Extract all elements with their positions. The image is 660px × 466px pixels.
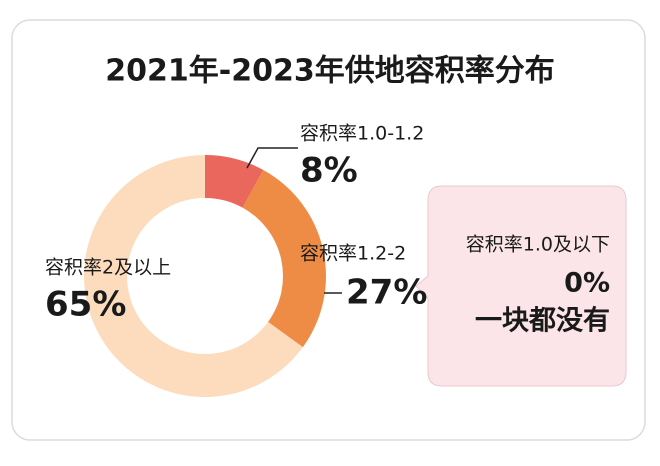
slice-label: 容积率1.0-1.2	[300, 123, 424, 145]
slice-value-label: 65%	[45, 285, 126, 325]
pie-slice	[83, 155, 303, 397]
leader-line	[246, 147, 298, 169]
callout-note: 一块都没有	[475, 306, 610, 337]
slice-label: 容积率1.2-2	[300, 243, 406, 265]
chart-title: 2021年-2023年供地容积率分布	[105, 54, 554, 89]
slice-label: 容积率2及以上	[45, 257, 171, 279]
slice-value-label: 8%	[300, 151, 358, 191]
callout-value: 0%	[564, 268, 610, 299]
pie-slice	[205, 155, 264, 208]
slice-value-label: 27%	[346, 273, 427, 313]
callout-box	[415, 185, 627, 387]
pie-slice	[242, 169, 326, 348]
callout-category: 容积率1.0及以下	[466, 234, 610, 256]
